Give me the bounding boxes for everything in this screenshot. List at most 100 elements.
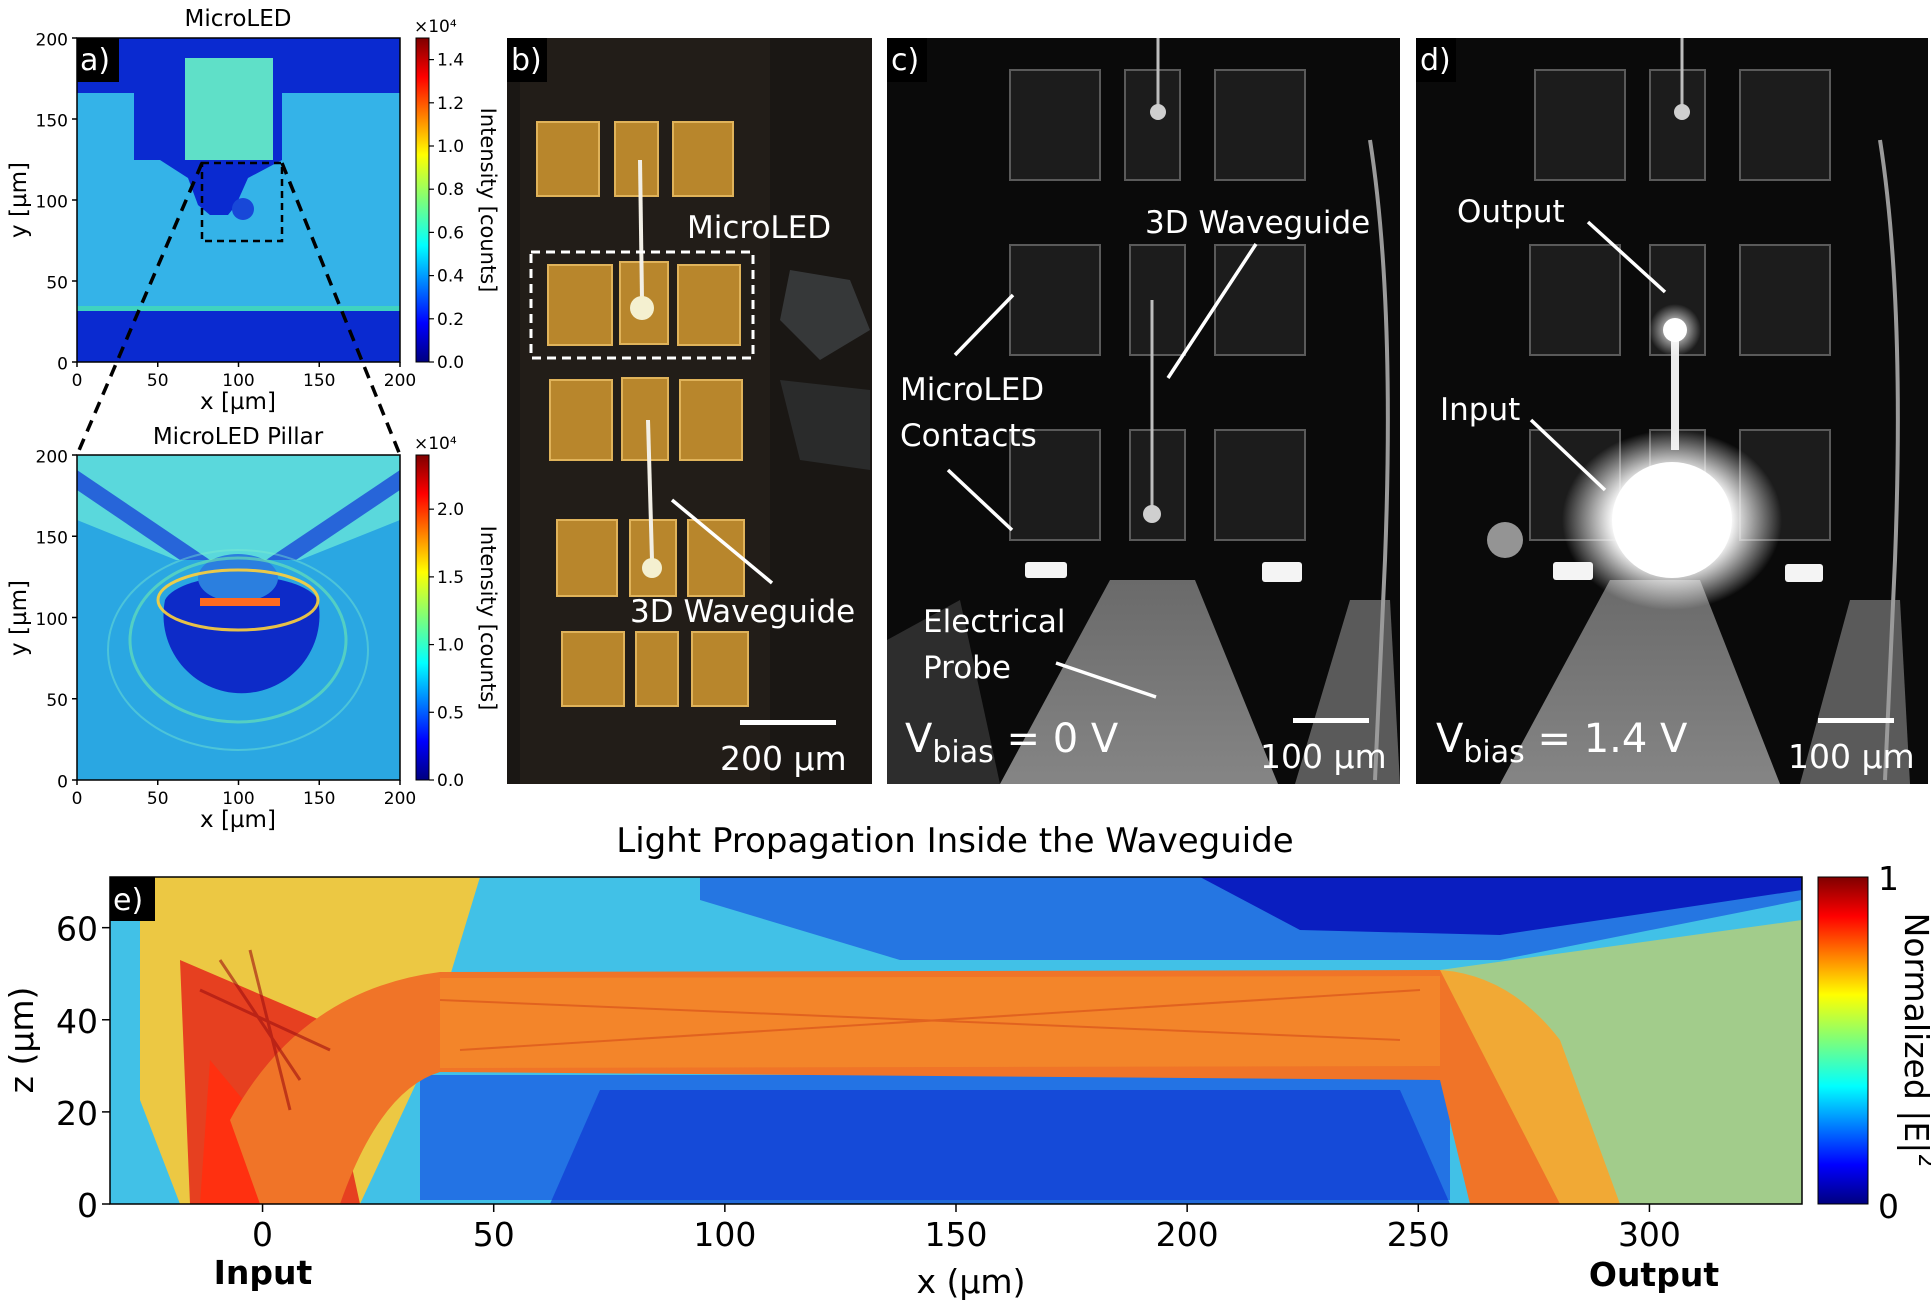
panel-c-arrow-contacts-1 bbox=[953, 293, 1015, 357]
panel-b-scalebar-text: 200 µm bbox=[720, 739, 847, 778]
y-tick-label: 200 bbox=[36, 447, 68, 467]
x-tick-label: 300 bbox=[1618, 1215, 1681, 1254]
x-tick-label: 150 bbox=[925, 1215, 988, 1254]
colorbar-tick-label: 0.5 bbox=[437, 703, 464, 723]
colorbar-tick-label: 1.2 bbox=[437, 94, 464, 114]
panel-a-colorbar bbox=[415, 37, 430, 363]
panel-c-label-waveguide: 3D Waveguide bbox=[1145, 205, 1370, 241]
panel-d-scalebar bbox=[1818, 718, 1894, 723]
panel-a-zoom-colorbar-ticks: 0.0 0.5 1.0 1.5 2.0 bbox=[429, 500, 464, 791]
x-tick-label: 200 bbox=[384, 789, 416, 809]
panel-b-label-waveguide: 3D Waveguide bbox=[630, 594, 855, 630]
x-tick-label: 100 bbox=[222, 789, 254, 809]
panel-d-label-input: Input bbox=[1440, 392, 1520, 428]
colorbar-tick-label: 1.0 bbox=[437, 137, 464, 157]
colorbar-tick-label: 0.0 bbox=[437, 771, 464, 791]
panel-e: Light Propagation Inside the Waveguide bbox=[2, 821, 1931, 1301]
panel-e-axes: 0 50 100 150 200 250 300 0 20 40 60 bbox=[56, 910, 1681, 1254]
panel-c-arrow-contacts-2 bbox=[946, 468, 1014, 532]
panel-a-zoom-colorbar-multiplier: ×10⁴ bbox=[414, 434, 457, 454]
x-tick-label: 50 bbox=[147, 371, 169, 391]
panel-c: 3D Waveguide MicroLED Contacts Electrica… bbox=[887, 38, 1400, 784]
colorbar-tick-label: 2.0 bbox=[437, 500, 464, 520]
x-tick-label: 50 bbox=[147, 789, 169, 809]
panel-d-arrow-input bbox=[1529, 418, 1607, 492]
colorbar-tick-label: 0.2 bbox=[437, 310, 464, 330]
y-tick-label: 150 bbox=[36, 529, 68, 549]
colorbar-tick-label: 1.5 bbox=[437, 568, 464, 588]
panel-a-zoom-xlabel: x [µm] bbox=[200, 807, 276, 833]
panel-a-xlabel: x [µm] bbox=[200, 389, 276, 415]
y-tick-label: 100 bbox=[36, 610, 68, 630]
y-tick-label: 100 bbox=[36, 192, 68, 212]
x-tick-label: 100 bbox=[693, 1215, 756, 1254]
y-tick-label: 50 bbox=[46, 273, 68, 293]
panel-a-title: MicroLED bbox=[185, 6, 292, 32]
panel-d-panel-label: d) bbox=[1420, 43, 1451, 78]
panel-d-label-output: Output bbox=[1457, 194, 1565, 230]
y-tick-label: 40 bbox=[56, 1002, 98, 1041]
panel-a-colorbar-label: Intensity [counts] bbox=[476, 108, 500, 293]
panel-c-arrow-waveguide bbox=[1166, 243, 1258, 379]
y-tick-label: 20 bbox=[56, 1094, 98, 1133]
panel-e-xlabel: x (µm) bbox=[917, 1262, 1026, 1301]
panel-a-colorbar-ticks: 0.0 0.2 0.4 0.6 0.8 1.0 1.2 1.4 bbox=[429, 51, 464, 373]
panel-d: Output Input Vbias = 1.4 V 100 µm d) bbox=[1416, 38, 1928, 784]
colorbar-tick-label: 0.0 bbox=[437, 353, 464, 373]
panel-b-arrow-waveguide bbox=[670, 498, 774, 585]
y-tick-label: 0 bbox=[57, 772, 68, 792]
x-tick-label: 200 bbox=[1156, 1215, 1219, 1254]
panel-c-label-probe-1: Electrical bbox=[923, 604, 1065, 640]
panel-b-scalebar bbox=[740, 720, 836, 725]
panel-c-contact-pads bbox=[1009, 69, 1306, 541]
panel-e-label: e) bbox=[113, 883, 143, 918]
panel-a-zoom-heatmap bbox=[77, 455, 400, 780]
y-tick-label: 150 bbox=[36, 111, 68, 131]
panel-e-annotation-input: Input bbox=[214, 1253, 313, 1292]
panel-d-arrow-output bbox=[1586, 220, 1667, 294]
y-tick-label: 200 bbox=[36, 30, 68, 50]
x-tick-label: 250 bbox=[1387, 1215, 1450, 1254]
colorbar-tick-label: 1.0 bbox=[437, 636, 464, 656]
panel-c-scalebar-text: 100 µm bbox=[1260, 737, 1387, 776]
x-tick-label: 50 bbox=[473, 1215, 515, 1254]
panel-b-panel-label: b) bbox=[511, 43, 542, 78]
panel-c-label-contacts-2: Contacts bbox=[900, 418, 1037, 454]
panel-a-label: a) bbox=[80, 43, 110, 78]
panel-c-vbias: Vbias = 0 V bbox=[905, 716, 1119, 770]
panel-a-zoom-colorbar-label: Intensity [counts] bbox=[476, 526, 500, 711]
panel-c-arrow-probe bbox=[1055, 661, 1157, 699]
panel-a-zoom-axes: 0 50 100 150 200 0 50 100 150 200 bbox=[36, 447, 417, 809]
panel-e-heatmap bbox=[110, 877, 1802, 1204]
panel-c-label-probe-2: Probe bbox=[923, 650, 1011, 686]
panel-e-annotation-output: Output bbox=[1589, 1255, 1719, 1294]
colorbar-tick-label: 0.8 bbox=[437, 180, 464, 200]
x-tick-label: 150 bbox=[303, 789, 335, 809]
panel-b-contact-pads bbox=[536, 121, 749, 707]
panel-c-scalebar bbox=[1293, 718, 1369, 723]
y-tick-label: 60 bbox=[56, 910, 98, 949]
x-tick-label: 200 bbox=[384, 371, 416, 391]
colorbar-tick-label: 0.4 bbox=[437, 267, 464, 287]
panel-a-axes: 0 50 100 150 200 0 50 100 150 200 bbox=[36, 30, 417, 391]
zoom-line-right bbox=[280, 162, 402, 456]
panel-a-zoom: MicroLED Pillar 0 50 100 150 200 0 50 100 150 200… bbox=[6, 424, 500, 833]
panel-e-colorbar-min: 0 bbox=[1878, 1187, 1899, 1226]
panel-c-panel-label: c) bbox=[891, 43, 919, 78]
panel-a-ylabel: y [µm] bbox=[6, 162, 32, 238]
colorbar-tick-label: 1.4 bbox=[437, 51, 464, 71]
panel-e-colorbar bbox=[1817, 876, 1869, 1205]
x-tick-label: 0 bbox=[252, 1215, 273, 1254]
panel-a-zoom-title: MicroLED Pillar bbox=[153, 424, 324, 450]
panel-a-top: MicroLED a) 0 50 100 150 200 0 50 100 150 200 x [… bbox=[6, 6, 500, 415]
panel-e-title: Light Propagation Inside the Waveguide bbox=[616, 821, 1293, 861]
panel-a-zoom-colorbar bbox=[415, 454, 430, 781]
x-tick-label: 0 bbox=[72, 789, 83, 809]
x-tick-label: 0 bbox=[72, 371, 83, 391]
y-tick-label: 50 bbox=[46, 691, 68, 711]
panel-a-colorbar-multiplier: ×10⁴ bbox=[414, 17, 457, 37]
colorbar-tick-label: 0.6 bbox=[437, 223, 464, 243]
panel-e-ylabel: z (µm) bbox=[2, 987, 41, 1094]
panel-b: MicroLED 3D Waveguide 200 µm b) bbox=[507, 38, 872, 784]
